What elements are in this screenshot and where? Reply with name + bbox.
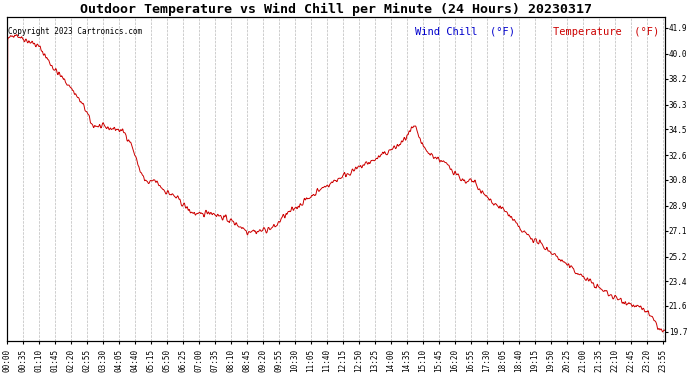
Text: Copyright 2023 Cartronics.com: Copyright 2023 Cartronics.com (8, 27, 142, 36)
Text: Temperature  (°F): Temperature (°F) (553, 27, 659, 37)
Text: Wind Chill  (°F): Wind Chill (°F) (415, 27, 515, 37)
Title: Outdoor Temperature vs Wind Chill per Minute (24 Hours) 20230317: Outdoor Temperature vs Wind Chill per Mi… (80, 3, 592, 16)
